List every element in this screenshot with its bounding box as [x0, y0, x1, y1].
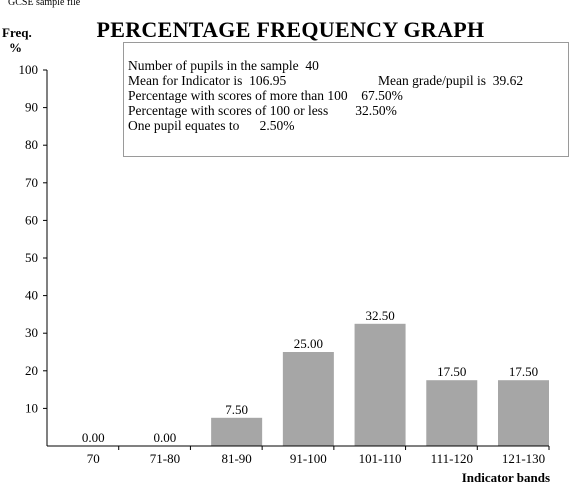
y-tick-label-10: 10: [25, 400, 38, 415]
stat-mean-grade-label: Mean grade/pupil is: [378, 73, 486, 88]
y-tick-label-70: 70: [25, 175, 38, 190]
y-tick-label-100: 100: [19, 62, 39, 77]
y-tick-label-80: 80: [25, 137, 38, 152]
stat-above-100: Percentage with scores of more than 100 …: [128, 88, 403, 103]
data-label-81-90: 7.50: [225, 402, 248, 417]
stat-one-pupil: One pupil equates to 2.50%: [128, 118, 295, 133]
y-axis-label: Freq.: [2, 25, 32, 40]
x-axis-label: Indicator bands: [461, 470, 550, 485]
y-axis-unit-label: %: [9, 40, 22, 55]
x-tick-label-101-110: 101-110: [359, 451, 402, 466]
data-label-71-80: 0.00: [154, 430, 177, 445]
stat-pupils-label: Number of pupils in the sample: [128, 58, 299, 73]
x-tick-label-91-100: 91-100: [290, 451, 327, 466]
bar-121-130: [498, 380, 549, 446]
source-file-label: GCSE sample file: [8, 0, 81, 8]
stat-one-pupil-label: One pupil equates to: [128, 118, 240, 133]
bar-91-100: [282, 352, 334, 446]
stat-pupils: Number of pupils in the sample 40: [128, 58, 319, 73]
stat-mean-grade: Mean grade/pupil is 39.62: [378, 73, 524, 88]
data-label-101-110: 32.50: [365, 308, 394, 323]
stat-above-100-label: Percentage with scores of more than 100: [128, 88, 348, 103]
x-tick-label-121-130: 121-130: [502, 451, 545, 466]
y-tick-label-60: 60: [25, 212, 38, 227]
stat-one-pupil-value: 2.50%: [259, 118, 295, 133]
chart-title: PERCENTAGE FREQUENCY GRAPH: [96, 17, 485, 42]
stat-below-100-label: Percentage with scores of 100 or less: [128, 103, 329, 118]
stat-mean-indicator-label: Mean for Indicator is: [128, 73, 243, 88]
stat-pupils-value: 40: [305, 58, 319, 73]
stat-mean-indicator: Mean for Indicator is 106.95: [128, 73, 287, 88]
y-tick-label-50: 50: [25, 250, 38, 265]
data-label-111-120: 17.50: [437, 364, 466, 379]
stat-below-100: Percentage with scores of 100 or less 32…: [128, 103, 397, 118]
bar-111-120: [426, 380, 478, 446]
y-tick-label-90: 90: [25, 100, 38, 115]
data-label-70: 0.00: [82, 430, 105, 445]
stat-below-100-value: 32.50%: [355, 103, 397, 118]
x-tick-label-81-90: 81-90: [221, 451, 251, 466]
x-tick-label-111-120: 111-120: [431, 451, 473, 466]
y-tick-label-40: 40: [25, 288, 38, 303]
bar-101-110: [354, 323, 406, 446]
x-tick-label-71-80: 71-80: [150, 451, 180, 466]
summary-stats-box: Number of pupils in the sample 40 Mean f…: [123, 42, 569, 157]
stat-mean-indicator-value: 106.95: [249, 73, 287, 88]
stat-above-100-value: 67.50%: [361, 88, 403, 103]
data-label-121-130: 17.50: [509, 364, 538, 379]
x-tick-label-70: 70: [87, 451, 100, 466]
data-label-91-100: 25.00: [294, 336, 323, 351]
stat-mean-grade-value: 39.62: [492, 73, 524, 88]
y-tick-label-20: 20: [25, 363, 38, 378]
bar-81-90: [211, 417, 263, 446]
y-tick-label-30: 30: [25, 325, 38, 340]
